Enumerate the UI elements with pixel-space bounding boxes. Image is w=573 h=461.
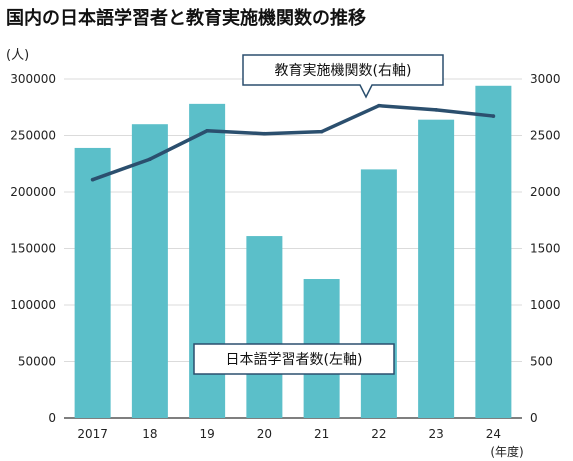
right-tick-label: 2500 [530, 129, 561, 143]
line-point [262, 131, 267, 136]
bar [246, 236, 283, 418]
left-tick-label: 300000 [10, 72, 56, 86]
line-point [148, 157, 152, 162]
right-tick-label: 0 [530, 411, 538, 425]
left-tick-label: 150000 [10, 242, 56, 256]
x-tick-label: 19 [199, 427, 214, 441]
bar [475, 85, 512, 418]
x-axis: 2017 18 19 20 21 22 23 24 [77, 427, 501, 441]
x-tick-label: 2017 [77, 427, 108, 441]
line-legend-callout: 教育実施機関数(右軸) [242, 54, 444, 99]
left-tick-label: 100000 [10, 298, 56, 312]
series-line [90, 103, 496, 182]
x-tick-label: 23 [428, 427, 443, 441]
right-tick-label: 2000 [530, 185, 561, 199]
right-tick-label: 1000 [530, 298, 561, 312]
bar [360, 169, 397, 418]
left-tick-label: 200000 [10, 185, 56, 199]
line-point [205, 128, 209, 133]
bar [74, 147, 111, 418]
line-point [491, 114, 496, 118]
bar [418, 119, 455, 419]
left-tick-label: 0 [48, 411, 56, 425]
left-tick-label: 250000 [10, 129, 56, 143]
right-axis: 0 500 1000 1500 2000 2500 3000 [530, 72, 561, 425]
x-unit-label: (年度) [490, 444, 523, 459]
x-tick-label: 20 [257, 427, 272, 441]
x-tick-label: 24 [486, 427, 501, 441]
line-point [377, 103, 381, 108]
y-unit-label: (人) [6, 48, 29, 63]
right-tick-label: 3000 [530, 72, 561, 86]
bar [131, 124, 168, 418]
line-point [319, 129, 324, 134]
line-series [90, 103, 496, 182]
x-tick-label: 18 [142, 427, 157, 441]
left-axis: 0 50000 100000 150000 200000 250000 300000 [10, 72, 56, 425]
right-tick-label: 1500 [530, 242, 561, 256]
callout-box [242, 54, 444, 99]
x-tick-label: 21 [314, 427, 329, 441]
line-point [90, 177, 95, 182]
line-point [434, 108, 438, 112]
x-tick-label: 22 [371, 427, 386, 441]
bar-legend-callout: 日本語学習者数(左軸) [193, 343, 395, 375]
right-tick-label: 500 [530, 355, 553, 369]
callout-box [193, 343, 395, 375]
bar-series-name: 日本語学習者数(左軸) [226, 352, 363, 368]
chart-title: 国内の日本語学習者と教育実施機関数の推移 [6, 7, 366, 29]
left-tick-label: 50000 [18, 355, 56, 369]
line-series-name: 教育実施機関数(右軸) [275, 63, 412, 79]
